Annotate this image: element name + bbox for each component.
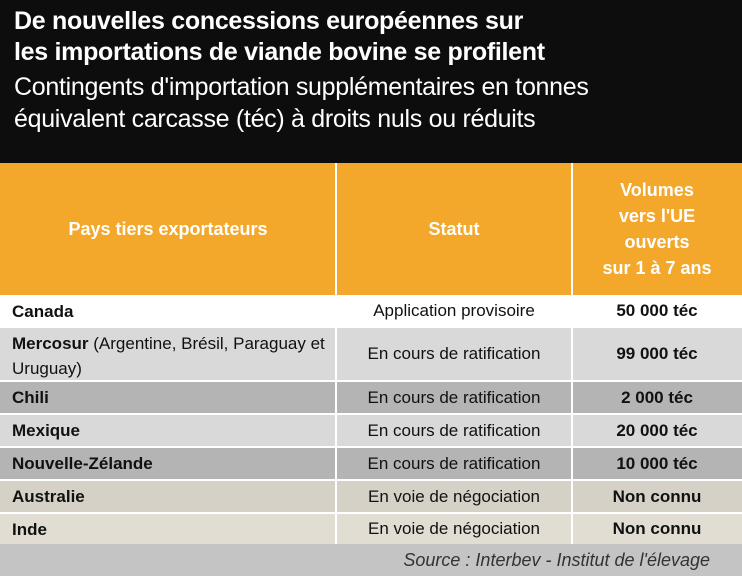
country-note: (Argentine, Brésil, Paraguay et Uruguay) (12, 334, 325, 378)
column-header-volume: Volumes vers l'UE ouverts sur 1 à 7 ans (602, 180, 712, 278)
row-divider (0, 326, 742, 328)
country-name: Mercosur (12, 334, 89, 353)
country-cell: Nouvelle-Zélande (0, 447, 336, 480)
table-row: Canada Application provisoire 50 000 téc (0, 295, 742, 327)
row-divider (0, 380, 742, 382)
status-cell: En voie de négociation (367, 486, 541, 506)
subtitle-line: Contingents d'importation supplémentaire… (14, 73, 589, 101)
chart-subtitle: Contingents d'importation supplémentaire… (14, 71, 730, 135)
table-row: Inde En voie de négociation Non connu (0, 513, 742, 544)
country-name: Inde (12, 520, 47, 539)
volume-cell: Non connu (612, 486, 702, 506)
column-divider (571, 163, 573, 544)
status-cell: En cours de ratification (367, 420, 541, 440)
country-name: Nouvelle-Zélande (12, 454, 153, 473)
title-block: De nouvelles concessions européennes sur… (0, 0, 742, 163)
column-header-country: Pays tiers exportateurs (68, 219, 268, 239)
title-line: les importations de viande bovine se pro… (14, 38, 545, 66)
status-cell: En voie de négociation (367, 518, 541, 538)
status-cell: Application provisoire (373, 301, 535, 320)
country-name: Chili (12, 388, 49, 407)
volume-cell: 20 000 téc (616, 420, 698, 440)
row-divider (0, 512, 742, 514)
volume-cell: 10 000 téc (616, 453, 698, 473)
country-cell: Mexique (0, 414, 336, 447)
country-cell: Canada (0, 295, 336, 327)
chart-title: De nouvelles concessions européennes sur… (14, 6, 730, 68)
title-line: De nouvelles concessions européennes sur (14, 7, 524, 35)
volume-cell: 99 000 téc (616, 344, 698, 363)
table-row: Australie En voie de négociation Non connu (0, 480, 742, 513)
table-header: Pays tiers exportateurs Statut Volumes v… (0, 163, 742, 295)
volume-cell: 2 000 téc (621, 387, 693, 407)
column-header-status: Statut (428, 219, 480, 239)
volume-cell: 50 000 téc (616, 301, 698, 320)
country-cell: Chili (0, 381, 336, 414)
table-row: Chili En cours de ratification 2 000 téc (0, 381, 742, 414)
row-divider (0, 479, 742, 481)
subtitle-line: équivalent carcasse (téc) à droits nuls … (14, 105, 536, 133)
country-cell: Mercosur (Argentine, Brésil, Paraguay et… (0, 327, 336, 381)
table-row: Mercosur (Argentine, Brésil, Paraguay et… (0, 327, 742, 381)
row-divider (0, 446, 742, 448)
country-name: Canada (12, 302, 74, 321)
volume-cell: Non connu (612, 518, 702, 538)
status-cell: En cours de ratification (367, 344, 541, 363)
row-divider (0, 413, 742, 415)
country-cell: Australie (0, 480, 336, 513)
country-name: Mexique (12, 421, 81, 440)
source-note: Source : Interbev - Institut de l'élevag… (0, 544, 742, 576)
status-cell: En cours de ratification (367, 453, 541, 473)
country-cell: Inde (0, 513, 336, 544)
country-name: Australie (12, 487, 85, 506)
status-cell: En cours de ratification (367, 387, 541, 407)
column-divider (335, 163, 337, 544)
table-row: Nouvelle-Zélande En cours de ratification… (0, 447, 742, 480)
table-row: Mexique En cours de ratification 20 000 té… (0, 414, 742, 447)
